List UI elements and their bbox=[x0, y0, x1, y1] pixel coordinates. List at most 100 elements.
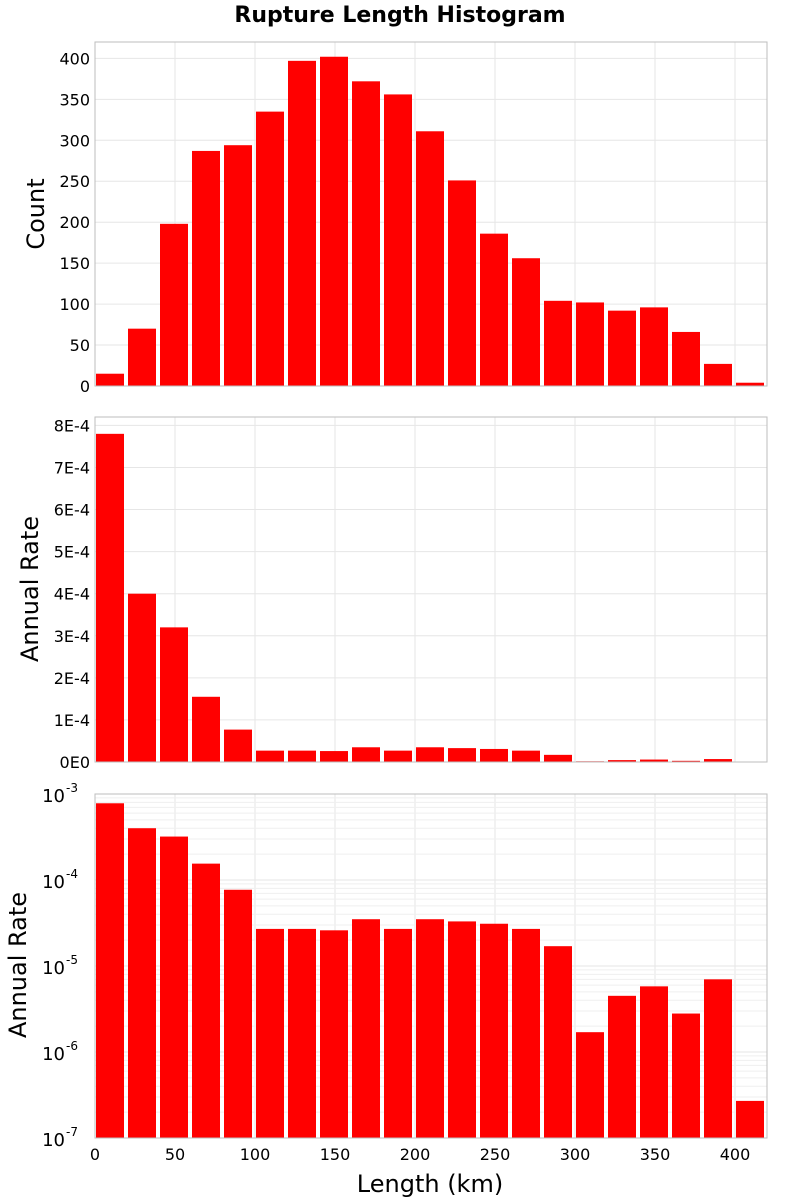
histogram-bar bbox=[128, 593, 156, 762]
y-tick-label: 10 bbox=[42, 1130, 65, 1151]
y-tick-labels: 0 50 100 150 200 250 300 350 400 bbox=[59, 49, 90, 396]
y-tick-label: 200 bbox=[59, 213, 90, 232]
plot-frame bbox=[94, 41, 768, 387]
histogram-bar bbox=[512, 258, 540, 386]
y-tick-label: 6E-4 bbox=[54, 501, 90, 520]
chart-title: Rupture Length Histogram bbox=[234, 3, 565, 28]
y-tick-label: 2E-4 bbox=[54, 669, 90, 688]
y-tick-label-exponent: -6 bbox=[66, 1039, 78, 1053]
x-tick-label: 50 bbox=[165, 1145, 185, 1164]
y-tick-label: 5E-4 bbox=[54, 543, 90, 562]
histogram-bar bbox=[544, 946, 572, 1138]
x-tick-label: 150 bbox=[320, 1145, 351, 1164]
histogram-bar bbox=[192, 150, 220, 386]
y-tick-label: 150 bbox=[59, 254, 90, 273]
histogram-bar bbox=[256, 111, 284, 386]
histogram-bar bbox=[192, 863, 220, 1138]
y-tick-label: 1E-4 bbox=[54, 711, 90, 730]
histogram-bar bbox=[256, 928, 284, 1138]
histogram-bar bbox=[160, 627, 188, 762]
histogram-bar bbox=[672, 331, 700, 386]
bar-series bbox=[96, 56, 764, 387]
y-tick-label: 10 bbox=[42, 872, 65, 893]
plot-frame bbox=[94, 793, 768, 1139]
y-tick-labels: 0E0 1E-4 2E-4 3E-4 4E-4 5E-4 6E-4 7E-4 8E-4 bbox=[54, 416, 90, 772]
annual-rate-linear-panel: 0E0 1E-4 2E-4 3E-4 4E-4 5E-4 6E-4 7E-4 8E-4 bbox=[54, 416, 768, 772]
histogram-bar bbox=[448, 180, 476, 386]
plot-frame bbox=[94, 416, 768, 763]
y-tick-label: 4E-4 bbox=[54, 585, 90, 604]
histogram-bar bbox=[160, 836, 188, 1138]
x-tick-labels: 0 50 100 150 200 250 300 350 400 bbox=[90, 1145, 750, 1164]
histogram-bar bbox=[96, 433, 124, 762]
y-tick-label: 3E-4 bbox=[54, 627, 90, 646]
y-tick-label-exponent: -3 bbox=[66, 781, 78, 795]
x-tick-label: 0 bbox=[90, 1145, 100, 1164]
annual-rate-linear-y-axis-label: Annual Rate bbox=[16, 516, 44, 662]
histogram-bar bbox=[288, 750, 316, 762]
histogram-bar bbox=[640, 759, 668, 762]
histogram-bar bbox=[416, 747, 444, 762]
y-tick-label: 350 bbox=[59, 90, 90, 109]
histogram-bar bbox=[224, 889, 252, 1138]
histogram-bar bbox=[352, 81, 380, 387]
histogram-bar bbox=[448, 921, 476, 1138]
histogram-bar bbox=[320, 930, 348, 1138]
histogram-bar bbox=[416, 919, 444, 1138]
histogram-bar bbox=[480, 748, 508, 762]
histogram-bar bbox=[512, 750, 540, 762]
histogram-bar bbox=[512, 928, 540, 1138]
bar-series bbox=[96, 803, 764, 1138]
y-tick-label-exponent: -7 bbox=[66, 1125, 78, 1139]
count-histogram-panel: 0 50 100 150 200 250 300 350 400 bbox=[59, 41, 768, 396]
histogram-bar bbox=[640, 307, 668, 386]
x-tick-label: 250 bbox=[480, 1145, 511, 1164]
x-tick-label: 400 bbox=[720, 1145, 751, 1164]
y-tick-label: 10 bbox=[42, 958, 65, 979]
histogram-bar bbox=[384, 750, 412, 762]
histogram-bar bbox=[448, 748, 476, 762]
histogram-bar bbox=[704, 363, 732, 386]
y-tick-label: 400 bbox=[59, 49, 90, 68]
histogram-bar bbox=[384, 94, 412, 387]
histogram-bar bbox=[576, 302, 604, 386]
histogram-bar bbox=[672, 1013, 700, 1138]
count-y-axis-label: Count bbox=[22, 178, 50, 249]
histogram-bar bbox=[608, 760, 636, 762]
histogram-bar bbox=[192, 696, 220, 762]
x-tick-label: 200 bbox=[400, 1145, 431, 1164]
annual-rate-log-y-axis-label: Annual Rate bbox=[4, 892, 32, 1038]
histogram-bar bbox=[224, 729, 252, 762]
histogram-bar bbox=[416, 131, 444, 386]
y-tick-label: 250 bbox=[59, 172, 90, 191]
histogram-bar bbox=[704, 979, 732, 1138]
histogram-bar bbox=[256, 750, 284, 762]
histogram-bar bbox=[480, 923, 508, 1138]
y-tick-label: 50 bbox=[70, 336, 90, 355]
y-tick-label: 0 bbox=[80, 377, 90, 396]
histogram-bar bbox=[224, 145, 252, 386]
histogram-bar bbox=[544, 754, 572, 762]
y-tick-label: 7E-4 bbox=[54, 458, 90, 477]
histogram-bar bbox=[640, 986, 668, 1138]
histogram-bar bbox=[128, 328, 156, 386]
bar-series bbox=[96, 433, 764, 762]
y-tick-label: 100 bbox=[59, 295, 90, 314]
x-tick-label: 300 bbox=[560, 1145, 591, 1164]
y-tick-label: 8E-4 bbox=[54, 416, 90, 435]
annual-rate-log-panel: 10 -710 -610 -510 -410 -30 50 100 150 200 250 300 35… bbox=[42, 781, 768, 1164]
histogram-bar bbox=[96, 803, 124, 1138]
histogram-bar bbox=[544, 300, 572, 386]
histogram-bar bbox=[608, 310, 636, 386]
histogram-bar bbox=[608, 995, 636, 1138]
y-tick-label: 10 bbox=[42, 786, 65, 807]
x-tick-label: 100 bbox=[240, 1145, 271, 1164]
x-tick-label: 350 bbox=[640, 1145, 671, 1164]
histogram-bar bbox=[352, 919, 380, 1138]
histogram-bar bbox=[320, 56, 348, 386]
histogram-bar bbox=[576, 1032, 604, 1138]
histogram-bar bbox=[352, 747, 380, 762]
y-tick-label: 0E0 bbox=[60, 753, 90, 772]
length-x-axis-label: Length (km) bbox=[357, 1170, 503, 1198]
